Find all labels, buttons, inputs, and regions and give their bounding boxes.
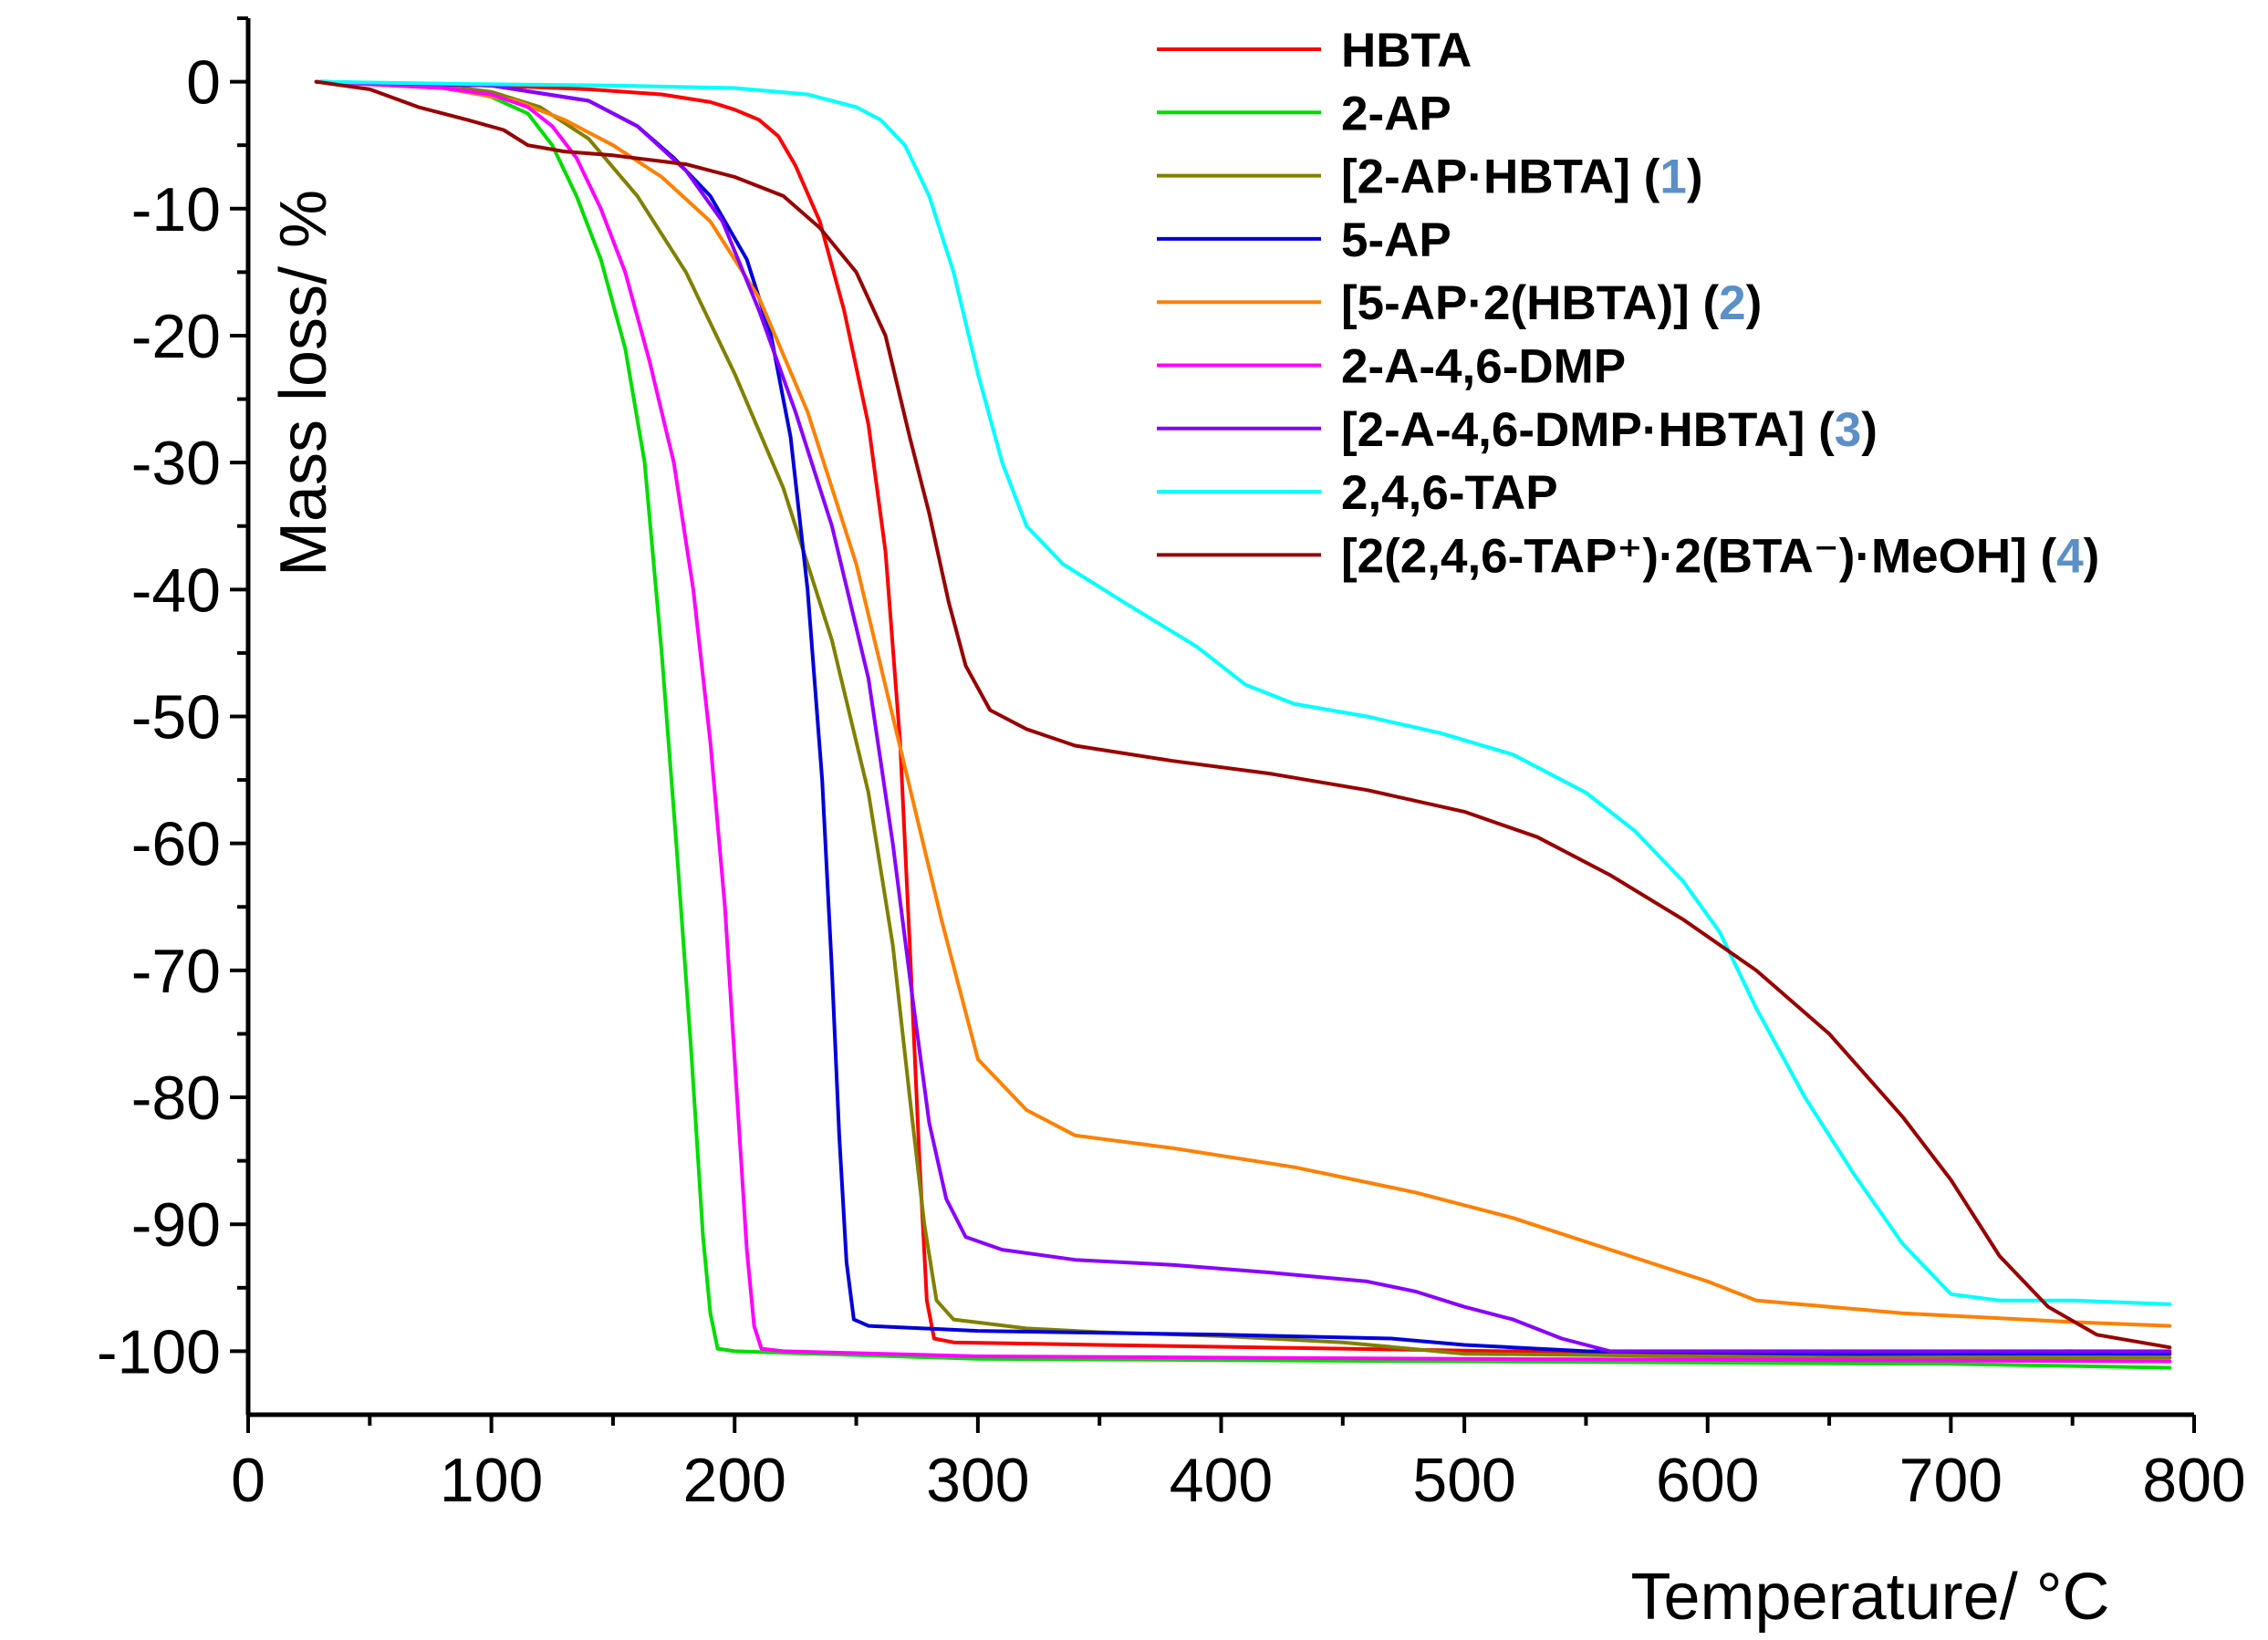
- x-tick-label: 500: [1412, 1446, 1515, 1515]
- series-line-3: [314, 79, 2172, 1360]
- series-lines: [314, 79, 2172, 1370]
- x-tick-label: 400: [1170, 1446, 1273, 1515]
- y-tick-label: -30: [131, 429, 221, 498]
- x-tick-label: 100: [440, 1446, 543, 1515]
- y-tick-label: -40: [131, 555, 221, 625]
- axes: 0 100 200 300 400 500 600 700 800 0 -10 -20 -30 -40 -5…: [97, 16, 2246, 1515]
- y-tick-label: -100: [97, 1317, 221, 1386]
- series-line-6: [314, 79, 2172, 1364]
- series-line-2: [314, 79, 2172, 1370]
- series-line-4: [314, 79, 2172, 1356]
- x-tick-label: 300: [926, 1446, 1029, 1515]
- legend-label: 2,4,6-TAP: [1341, 466, 1558, 520]
- series-line-5: [314, 79, 2172, 1328]
- legend-label: 2-AP: [1341, 87, 1451, 140]
- y-tick-label: -60: [131, 810, 221, 879]
- legend-label: HBTA: [1341, 24, 1472, 78]
- legend-label: [2-A-4,6-DMP·HBTA] (3): [1341, 403, 1878, 457]
- series-line-9: [314, 79, 2172, 1350]
- x-axis-title: Temperature/ °C: [1631, 1561, 2110, 1634]
- legend-label: [2(2,4,6-TAP⁺)·2(BTA⁻)·MeOH] (4): [1341, 529, 2099, 583]
- legend-label: 2-A-4,6-DMP: [1341, 340, 1626, 394]
- y-tick-label: -50: [131, 683, 221, 753]
- y-tick-label: -10: [131, 175, 221, 244]
- y-tick-label: -80: [131, 1064, 221, 1133]
- legend: HBTA 2-AP [2-AP·HBTA] (1) 5-AP [5-AP·2(HBTA)…: [1157, 24, 2099, 583]
- y-tick-label: 0: [186, 48, 221, 118]
- y-tick-label: -70: [131, 937, 221, 1006]
- legend-label: 5-AP: [1341, 213, 1451, 267]
- y-axis-title: Mass loss/ %: [267, 190, 340, 576]
- x-tick-label: 600: [1656, 1446, 1759, 1515]
- x-tick-label: 700: [1899, 1446, 2003, 1515]
- x-tick-label: 200: [683, 1446, 786, 1515]
- series-line-7: [314, 79, 2172, 1354]
- legend-label: [2-AP·HBTA] (1): [1341, 151, 1702, 204]
- y-tick-label: -90: [131, 1190, 221, 1260]
- legend-label: [5-AP·2(HBTA)] (2): [1341, 276, 1762, 330]
- x-tick-label: 800: [2142, 1446, 2245, 1515]
- series-line-8: [314, 79, 2172, 1306]
- y-tick-label: -20: [131, 302, 221, 371]
- x-tick-label: 0: [231, 1446, 265, 1515]
- series-line-1: [314, 79, 2075, 1356]
